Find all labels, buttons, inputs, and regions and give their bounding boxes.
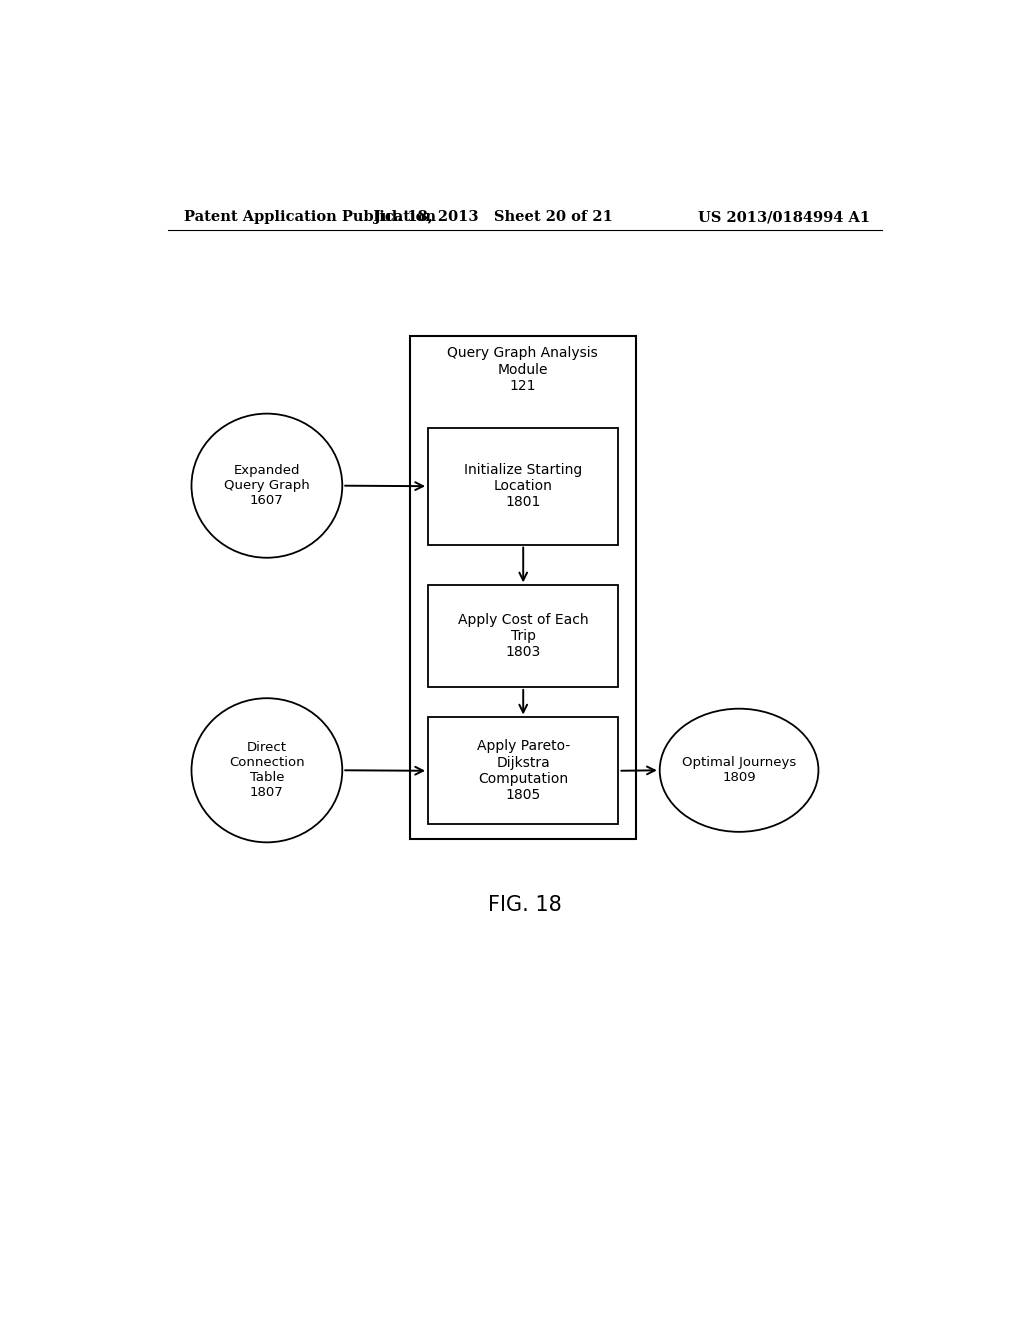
Text: Query Graph Analysis
Module
121: Query Graph Analysis Module 121 <box>447 346 598 393</box>
Ellipse shape <box>191 413 342 558</box>
Bar <box>428 428 618 545</box>
Text: Jul. 18, 2013   Sheet 20 of 21: Jul. 18, 2013 Sheet 20 of 21 <box>374 210 612 224</box>
Text: Patent Application Publication: Patent Application Publication <box>183 210 435 224</box>
Bar <box>428 718 618 824</box>
Ellipse shape <box>191 698 342 842</box>
Bar <box>428 585 618 686</box>
Ellipse shape <box>659 709 818 832</box>
Text: Apply Cost of Each
Trip
1803: Apply Cost of Each Trip 1803 <box>458 612 589 659</box>
Text: Apply Pareto-
Dijkstra
Computation
1805: Apply Pareto- Dijkstra Computation 1805 <box>476 739 569 803</box>
Text: Expanded
Query Graph
1607: Expanded Query Graph 1607 <box>224 465 309 507</box>
Bar <box>410 337 636 840</box>
Text: FIG. 18: FIG. 18 <box>487 895 562 916</box>
Text: Optimal Journeys
1809: Optimal Journeys 1809 <box>682 756 797 784</box>
Text: US 2013/0184994 A1: US 2013/0184994 A1 <box>698 210 870 224</box>
Text: Initialize Starting
Location
1801: Initialize Starting Location 1801 <box>464 463 583 510</box>
Text: Direct
Connection
Table
1807: Direct Connection Table 1807 <box>229 742 305 800</box>
